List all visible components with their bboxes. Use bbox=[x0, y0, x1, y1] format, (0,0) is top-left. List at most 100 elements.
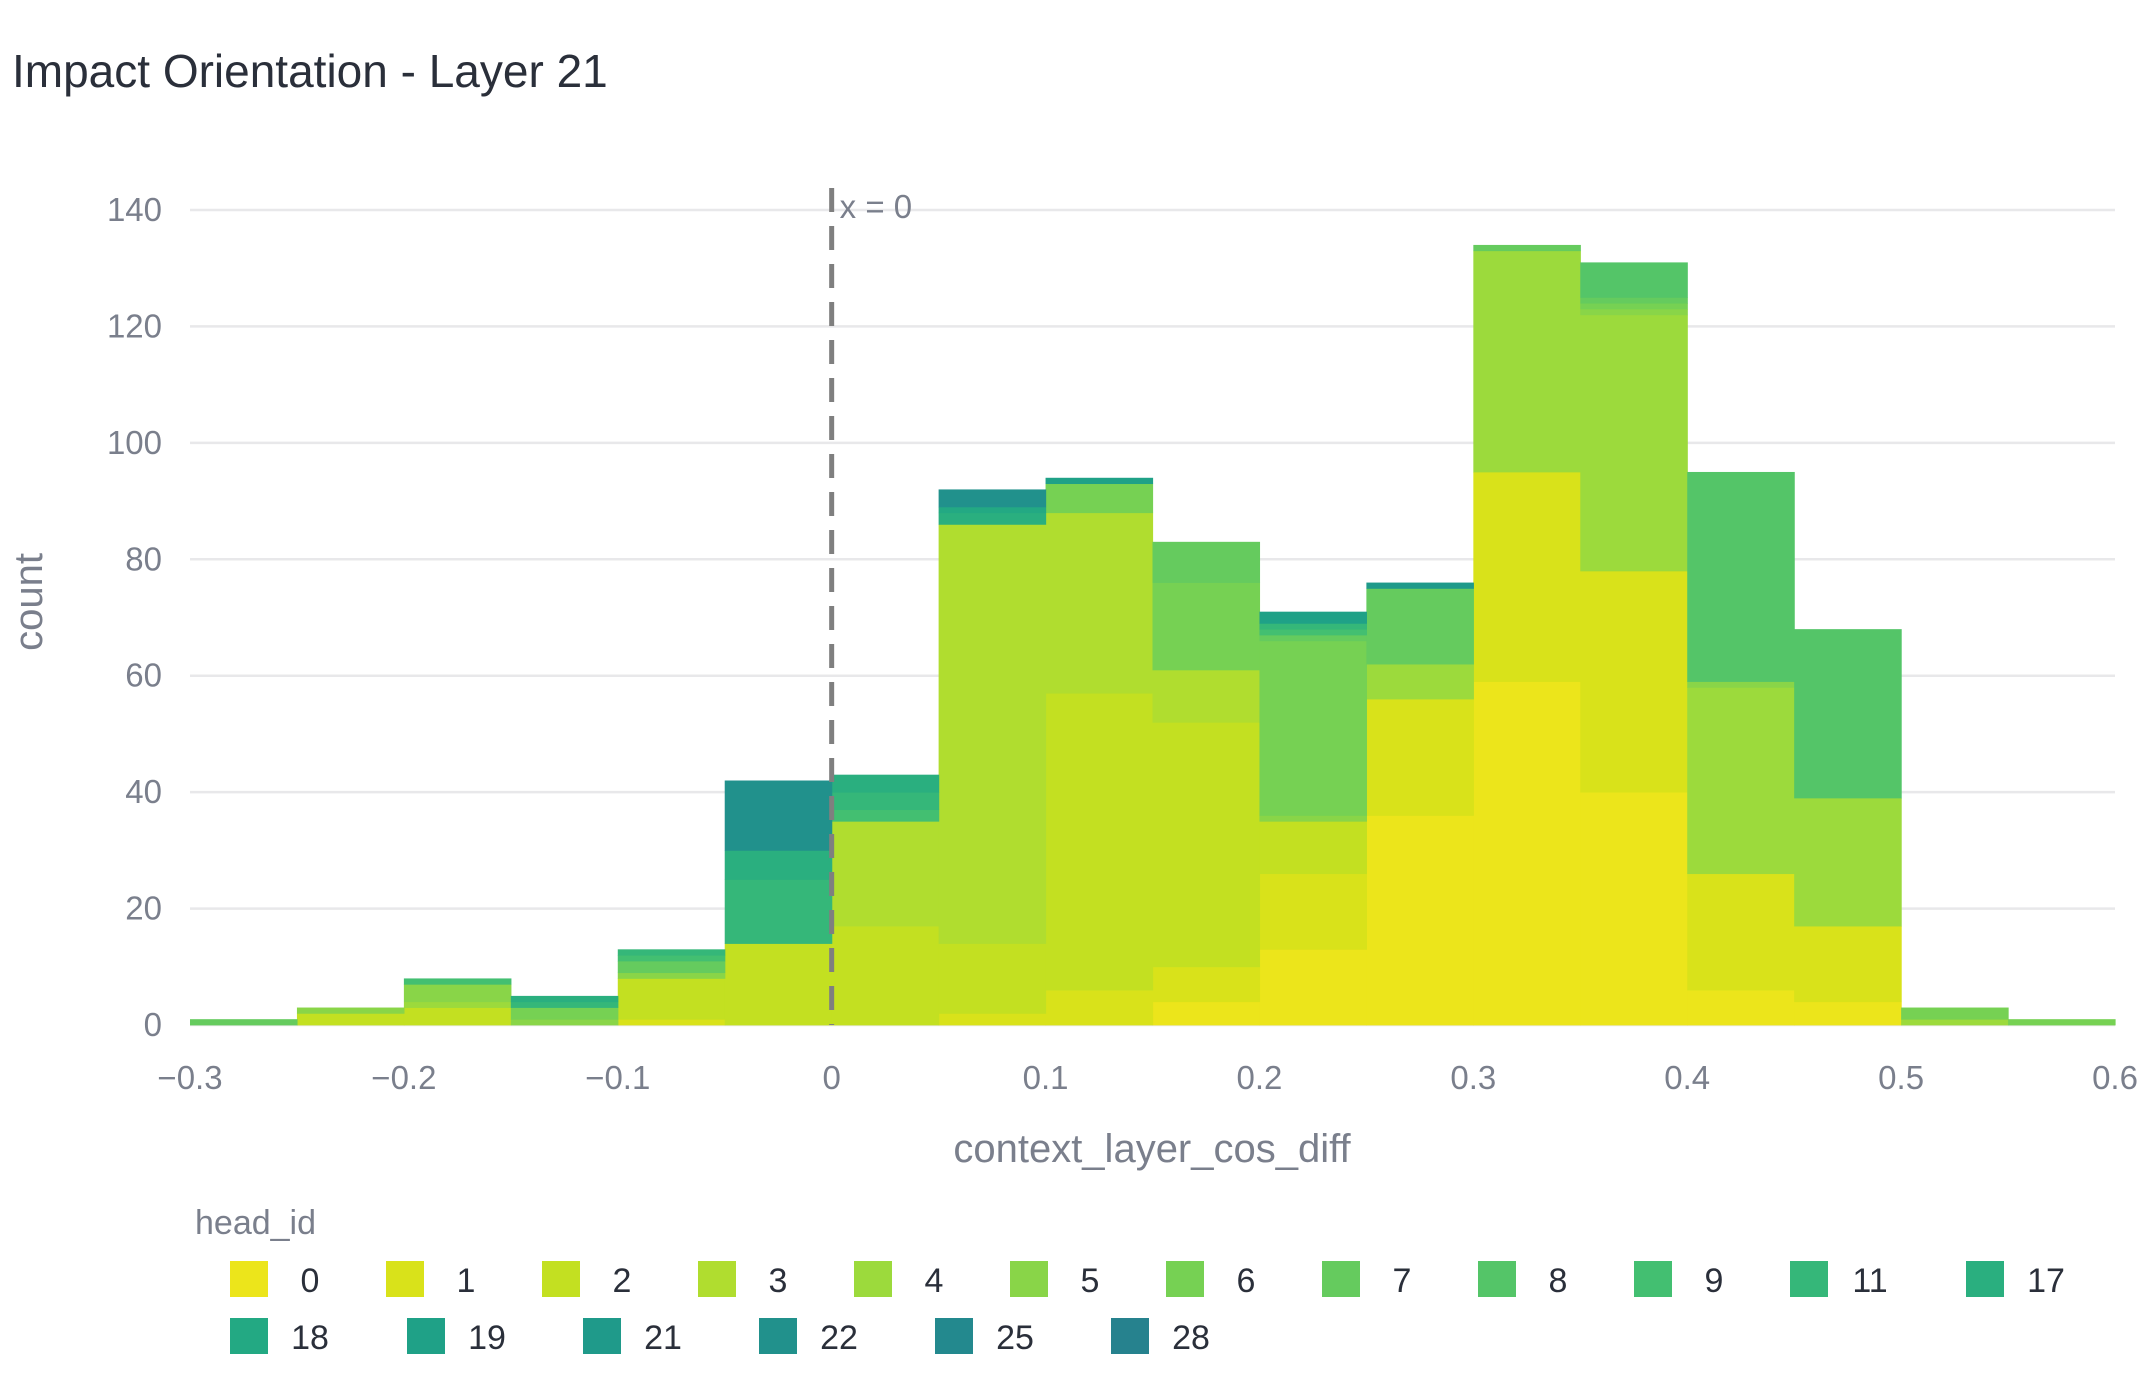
bar-segment-head-3 bbox=[1152, 669, 1261, 723]
bar-segment-head-7 bbox=[1152, 541, 1261, 583]
legend-swatch-head-25 bbox=[935, 1318, 973, 1354]
x-tick-label: −0.1 bbox=[585, 1059, 650, 1096]
bar-segment-head-1 bbox=[1366, 699, 1474, 816]
reference-line-group: x = 0 bbox=[829, 188, 912, 1025]
legend-swatch-head-6 bbox=[1166, 1261, 1204, 1297]
legend-label-head-11: 11 bbox=[1852, 1262, 1887, 1300]
bar-segment-head-22 bbox=[938, 489, 1047, 508]
x-tick-label: 0.6 bbox=[2092, 1059, 2138, 1096]
bar-segment-head-7 bbox=[1259, 634, 1367, 642]
bar-segment-head-1 bbox=[1794, 926, 1902, 1003]
legend-swatch-head-21 bbox=[583, 1318, 621, 1354]
legend-swatch-head-2 bbox=[542, 1261, 580, 1297]
bar-segment-head-7 bbox=[1473, 244, 1581, 252]
legend-swatch-head-1 bbox=[386, 1261, 424, 1297]
bar-segment-head-4 bbox=[1794, 797, 1902, 927]
x-tick-label: 0.2 bbox=[1237, 1059, 1283, 1096]
bar-segment-head-19 bbox=[1045, 477, 1154, 485]
bar-segment-head-0 bbox=[1473, 681, 1581, 1026]
legend-label-head-4: 4 bbox=[925, 1262, 944, 1300]
bar-segment-head-0 bbox=[1152, 1001, 1261, 1026]
y-tick-label: 100 bbox=[107, 424, 162, 461]
bar-segment-head-3 bbox=[938, 524, 1047, 944]
legend-swatch-head-7 bbox=[1322, 1261, 1360, 1297]
y-axis-title: count bbox=[7, 553, 51, 651]
bar-segment-head-0 bbox=[1580, 792, 1688, 1026]
bar-segment-head-4 bbox=[1901, 1019, 2009, 1026]
legend-swatch-head-11 bbox=[1790, 1261, 1828, 1297]
x-axis-title: context_layer_cos_diff bbox=[953, 1127, 1351, 1171]
bar-segment-head-3 bbox=[1045, 512, 1154, 694]
bar-segment-head-4 bbox=[403, 1001, 512, 1008]
bar-segment-head-17 bbox=[724, 850, 833, 880]
legend: head_id 0 1 2 3 4 5 6 7 8 9 11 17 18 19 21 22 25 28 bbox=[195, 1204, 2065, 1357]
bar-segment-head-1 bbox=[1259, 873, 1367, 950]
legend-swatch-head-3 bbox=[698, 1261, 736, 1297]
bar-segment-head-22 bbox=[724, 780, 833, 851]
bar-segment-head-2 bbox=[1259, 821, 1367, 875]
bar-segment-head-1 bbox=[1045, 990, 1154, 1026]
bar-segment-head-5 bbox=[1259, 815, 1367, 822]
bar-segment-head-7 bbox=[190, 1019, 298, 1026]
bar-segment-head-7 bbox=[617, 960, 726, 974]
bar-segment-head-4 bbox=[1580, 314, 1688, 572]
bar-segment-head-6 bbox=[1580, 303, 1688, 310]
bar-segment-head-11 bbox=[510, 1001, 619, 1008]
legend-label-head-3: 3 bbox=[769, 1262, 788, 1300]
legend-swatch-head-5 bbox=[1010, 1261, 1048, 1297]
bar-segment-head-4 bbox=[1366, 664, 1474, 700]
legend-label-head-2: 2 bbox=[613, 1262, 632, 1300]
bar-segment-head-6 bbox=[510, 1007, 619, 1020]
y-tick-label: 0 bbox=[144, 1006, 162, 1043]
bar-segment-head-4 bbox=[1473, 250, 1581, 473]
legend-swatch-head-8 bbox=[1478, 1261, 1516, 1297]
bar-segment-head-6 bbox=[1259, 640, 1367, 816]
chart-title: Impact Orientation - Layer 21 bbox=[12, 45, 608, 97]
bar-segment-head-9 bbox=[617, 955, 726, 962]
legend-swatch-head-28 bbox=[1111, 1318, 1149, 1354]
x-tick-label: −0.2 bbox=[371, 1059, 436, 1096]
bar-segment-head-9 bbox=[1259, 629, 1367, 636]
legend-label-head-18: 18 bbox=[291, 1319, 329, 1357]
bar-segment-head-7 bbox=[1366, 588, 1474, 665]
bar-segment-head-6 bbox=[1901, 1007, 2009, 1020]
bar-segment-head-1 bbox=[1580, 570, 1688, 793]
bar-segment-head-1 bbox=[938, 1013, 1047, 1026]
x-tick-label: 0.5 bbox=[1878, 1059, 1924, 1096]
bar-segment-head-7 bbox=[1580, 297, 1688, 304]
x-tick-label: −0.3 bbox=[157, 1059, 222, 1096]
legend-label-head-1: 1 bbox=[457, 1262, 476, 1300]
legend-label-head-0: 0 bbox=[301, 1262, 320, 1300]
bar-segment-head-17 bbox=[510, 995, 619, 1003]
legend-swatch-head-4 bbox=[854, 1261, 892, 1297]
bar-segment-head-5 bbox=[403, 984, 512, 1003]
bar-segment-head-17 bbox=[938, 512, 1047, 525]
legend-label-head-5: 5 bbox=[1081, 1262, 1100, 1300]
bar-segment-head-11 bbox=[831, 792, 940, 811]
bar-segment-head-2 bbox=[403, 1007, 512, 1026]
legend-swatch-head-22 bbox=[759, 1318, 797, 1354]
bar-segment-head-5 bbox=[1580, 308, 1688, 316]
legend-label-head-25: 25 bbox=[996, 1319, 1034, 1357]
bar-segment-head-11 bbox=[617, 949, 726, 956]
bar-segment-head-1 bbox=[1687, 873, 1795, 991]
bar-segment-head-2 bbox=[617, 978, 726, 1020]
y-axis-ticks: 0 20 40 60 80 100 120 140 bbox=[107, 191, 162, 1043]
legend-label-head-9: 9 bbox=[1705, 1262, 1724, 1300]
bar-segment-head-2 bbox=[938, 943, 1047, 1014]
bar-segment-head-1 bbox=[617, 1019, 726, 1026]
legend-label-head-22: 22 bbox=[820, 1319, 858, 1357]
bar-segment-head-5 bbox=[510, 1019, 619, 1026]
x-tick-label: 0.3 bbox=[1450, 1059, 1496, 1096]
bar-segment-head-0 bbox=[1366, 815, 1474, 1026]
y-tick-label: 60 bbox=[125, 657, 162, 694]
x-tick-label: 0.1 bbox=[1023, 1059, 1069, 1096]
bar-segment-head-2 bbox=[296, 1013, 405, 1026]
bar-segment-head-21 bbox=[1366, 582, 1474, 589]
bar-segment-head-9 bbox=[831, 809, 940, 822]
y-tick-label: 20 bbox=[125, 890, 162, 927]
x-tick-label: 0 bbox=[822, 1059, 840, 1096]
bar-segment-head-11 bbox=[1259, 623, 1367, 630]
bar-segment-head-4 bbox=[1687, 687, 1795, 875]
